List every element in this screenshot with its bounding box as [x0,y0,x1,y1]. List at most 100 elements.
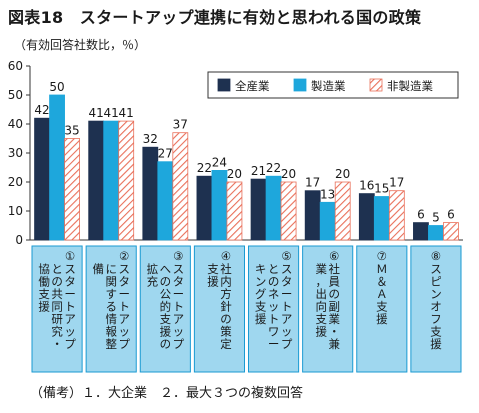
category-label-char: ス [64,262,76,276]
category-label-char: 員 [328,275,340,289]
y-tick-label: 10 [8,204,23,218]
category-label-char: ア [118,312,130,326]
category-label-char: ッ [281,325,293,339]
category-label-char: 充 [147,275,159,289]
category-label-char: の [51,275,63,289]
category-label-char: 社 [220,262,232,276]
category-label-char: ト [118,300,130,314]
legend-label-3: 非製造業 [387,79,433,93]
y-tick-label: 20 [8,175,23,189]
category-label-char: Ｍ [376,262,388,276]
category-label-char: 情 [105,312,117,326]
category-label-char: す [105,287,117,301]
category-label-char: の [220,312,232,326]
category-label-char: タ [118,275,130,289]
category-label-char: 針 [220,300,232,314]
bar-2 [211,169,228,241]
category-label-char: ・ [51,337,63,351]
category-label-char: プ [118,337,130,351]
category-label-char: に [105,262,117,276]
category-label-char: 関 [105,275,117,289]
category-label-char: 支 [160,312,172,326]
bar-3 [388,190,405,241]
category-label-char: 援 [430,337,442,351]
bar-1 [196,175,213,241]
category-label-char: ッ [64,325,76,339]
legend-swatch-1 [217,78,231,92]
category-label-char: ワ [268,325,280,339]
category-number: ⑤ [281,249,291,263]
legend-swatch-3 [369,78,383,92]
category-label-char: 公 [160,287,172,301]
category-label-char: 援 [315,325,327,339]
bar-2 [157,161,174,241]
bar-1 [413,222,429,241]
bars [34,94,459,241]
category-cell [248,245,300,373]
category-label-char: ッ [118,325,130,339]
category-label-char: 支 [315,312,327,326]
category-label-char: 策 [220,325,232,339]
category-cell [356,245,408,373]
category-label-char: ー [281,287,293,301]
bar-1 [304,190,321,241]
bar-value-label: 41 [89,106,104,120]
bar-1 [358,193,375,241]
category-label-char: ン [255,275,267,289]
bar-2 [265,175,282,241]
bar-value-label: 50 [49,80,64,94]
bar-2 [49,94,65,241]
bar-value-label: 13 [320,187,335,201]
bar-3 [334,181,351,241]
category-cell [85,245,137,373]
bar-value-label: 42 [34,103,49,117]
category-label-char: の [160,337,172,351]
bar-value-label: 6 [447,208,455,222]
category-label-char: へ [160,262,172,276]
category-number: ① [65,249,75,263]
bar-3 [64,138,80,241]
bar-value-label: 17 [305,176,320,190]
category-label-char: 報 [105,325,117,339]
category-label-char: ア [64,312,76,326]
y-tick-label: 30 [8,146,23,160]
category-label-char: ー [173,287,185,301]
category-label-char: ト [268,312,280,326]
category-label-char: ネ [268,287,280,301]
bar-value-label: 21 [251,164,266,178]
category-label-char: ピ [430,275,442,289]
bar-value-label: 41 [104,106,119,120]
bar-2 [373,196,390,241]
category-label-char: と [51,262,63,276]
category-label-char: 援 [160,325,172,339]
bar-value-label: 16 [359,179,374,193]
category-label-char: 協 [38,262,50,276]
category-label-char: プ [173,337,185,351]
category-label-char: ー [118,287,130,301]
category-label-char: 業 [328,312,340,326]
bar-value-label: 24 [212,155,227,169]
legend-label-2: 製造業 [311,79,346,93]
category-band: ①スタートアップとの共同研究・協働支援②スタートアップに関する情報整備③スタート… [31,245,462,373]
bar-value-label: 15 [374,182,389,196]
category-label-char: 支 [38,287,50,301]
bar-1 [88,120,105,241]
category-cell [193,245,245,373]
category-label-char: 向 [315,300,327,314]
bar-2 [103,120,120,241]
category-label-char: 援 [38,300,50,314]
legend-swatch-2 [293,78,307,92]
category-label-char: ス [430,262,442,276]
bar-value-label: 41 [119,106,134,120]
category-cell [31,245,83,373]
category-label-char: フ [430,312,442,326]
category-label-char: ー [64,287,76,301]
category-label-char: グ [255,287,267,301]
category-label-char: 共 [51,287,63,301]
category-label-char: と [268,262,280,276]
category-label-char: の [268,275,280,289]
bar-value-label: 35 [64,124,79,138]
category-label-char: プ [281,337,293,351]
